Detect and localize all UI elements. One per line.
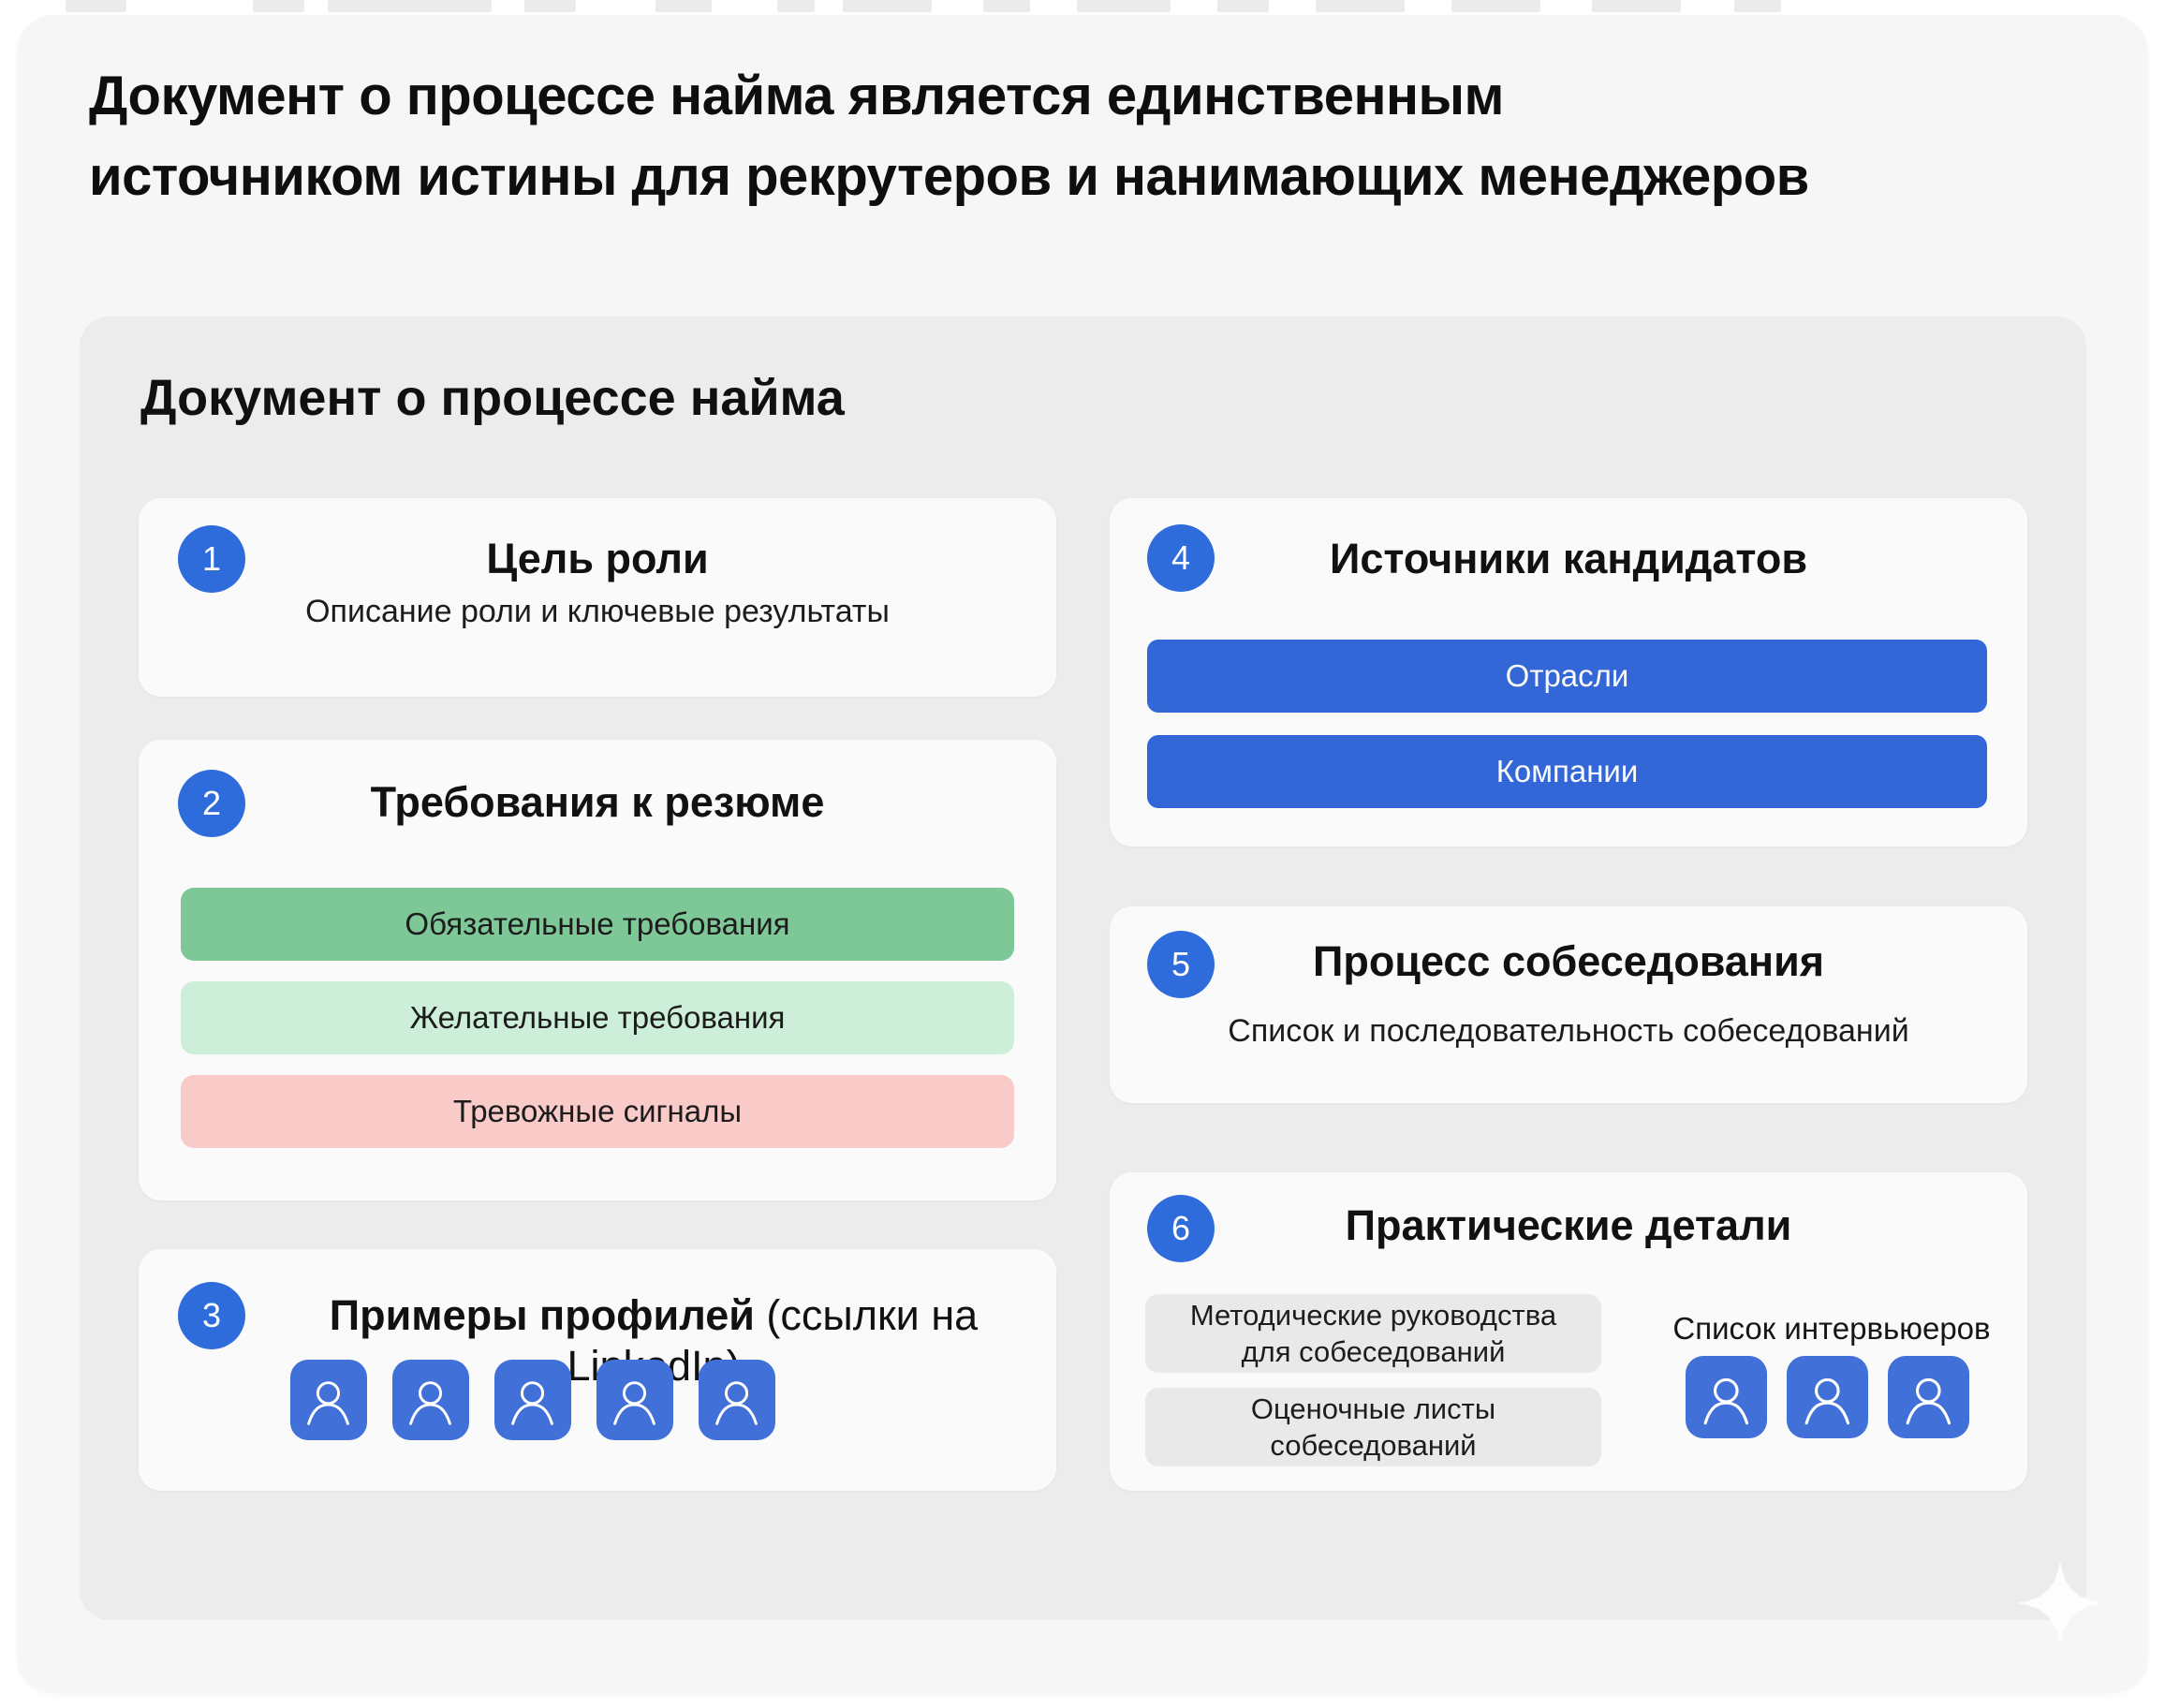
top-edge-fragment — [1217, 0, 1269, 12]
pill-industries: Отрасли — [1147, 640, 1987, 713]
user-icon — [1888, 1356, 1969, 1438]
user-icon — [494, 1360, 571, 1440]
step-5-badge: 5 — [1147, 931, 1215, 998]
document-card-title: Документ о процессе найма — [140, 370, 845, 426]
page-title: Документ о процессе найма является единс… — [89, 56, 2112, 217]
box-interview-guides-line2: для собеседований — [1241, 1335, 1506, 1368]
top-edge-fragment — [777, 0, 815, 12]
top-edge-fragment — [1316, 0, 1405, 12]
section-4-title: Источники кандидатов — [1330, 535, 1807, 582]
top-edge-fragment — [66, 0, 126, 12]
step-1-badge: 1 — [178, 525, 245, 593]
user-icon — [1686, 1356, 1767, 1438]
step-4-badge: 4 — [1147, 524, 1215, 592]
top-edge-fragment — [1451, 0, 1540, 12]
box-interview-guides: Методические руководства для собеседован… — [1145, 1294, 1601, 1373]
user-icon — [596, 1360, 673, 1440]
top-edge-fragment — [328, 0, 492, 12]
box-interview-guides-line1: Методические руководства — [1189, 1299, 1557, 1332]
section-1-subtitle: Описание роли и ключевые результаты — [305, 594, 890, 629]
step-2-badge: 2 — [178, 770, 245, 837]
user-icon — [290, 1360, 367, 1440]
pill-companies: Компании — [1147, 735, 1987, 808]
bar-red-flags: Тревожные сигналы — [181, 1075, 1014, 1148]
top-edge-fragment — [253, 0, 304, 12]
step-6-badge: 6 — [1147, 1195, 1215, 1262]
box-interview-scorecards-line1: Оценочные листы — [1250, 1392, 1496, 1425]
top-edge-fragment — [983, 0, 1030, 12]
section-5-subtitle: Список и последовательность собеседовани… — [1228, 1013, 1909, 1049]
section-2-title: Требования к резюме — [370, 778, 825, 826]
top-edge-fragment — [524, 0, 576, 12]
sparkle-icon — [2017, 1560, 2103, 1646]
step-3-badge: 3 — [178, 1282, 245, 1349]
section-card-interview-process — [1110, 906, 2027, 1103]
box-interview-scorecards-line2: собеседований — [1270, 1429, 1477, 1462]
section-5-title: Процесс собеседования — [1312, 937, 1825, 985]
box-interview-scorecards: Оценочные листы собеседований — [1145, 1388, 1601, 1466]
section-1-title: Цель роли — [486, 535, 709, 582]
top-edge-fragment — [1077, 0, 1171, 12]
user-icon — [1787, 1356, 1868, 1438]
section-3-title-bold: Примеры профилей — [329, 1291, 755, 1339]
bar-mandatory-requirements: Обязательные требования — [181, 888, 1014, 961]
top-edge-fragment — [1592, 0, 1681, 12]
interviewers-list-label: Список интервьюеров — [1672, 1311, 1991, 1346]
bar-desired-requirements: Желательные требования — [181, 981, 1014, 1054]
user-icon — [699, 1360, 775, 1440]
section-6-title: Практические детали — [1345, 1201, 1792, 1249]
user-icon — [392, 1360, 469, 1440]
page-title-line1: Документ о процессе найма является единс… — [89, 66, 1504, 126]
top-edge-fragment — [1734, 0, 1781, 12]
top-edge-fragment — [655, 0, 712, 12]
page-title-line2: источником истины для рекрутеров и наним… — [89, 146, 1809, 207]
top-edge-fragment — [843, 0, 932, 12]
section-card-role-goal — [139, 498, 1056, 697]
